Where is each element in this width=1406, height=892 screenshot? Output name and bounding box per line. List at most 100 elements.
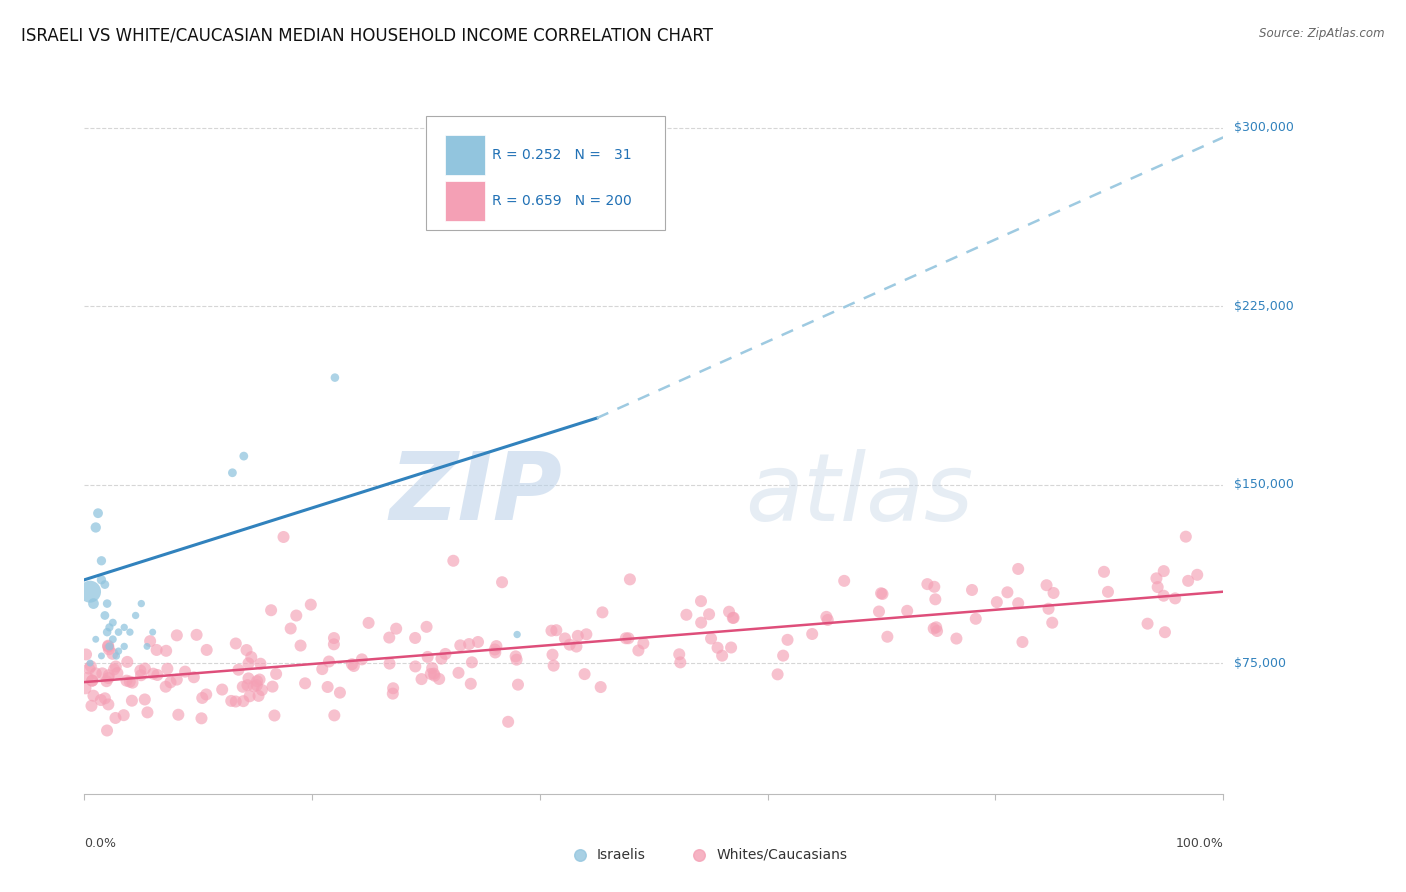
Point	[700, 632, 723, 646]
Point	[323, 631, 346, 645]
Point	[80, 659, 103, 673]
Point	[1146, 571, 1168, 585]
Point	[1040, 615, 1063, 630]
Point	[350, 652, 373, 666]
Point	[82, 689, 104, 703]
Point	[236, 678, 259, 692]
Point	[82, 597, 104, 611]
Point	[416, 649, 439, 664]
Point	[142, 625, 165, 640]
Point	[589, 680, 612, 694]
Point	[925, 620, 948, 634]
Point	[567, 629, 589, 643]
Point	[131, 597, 153, 611]
Point	[458, 637, 481, 651]
Point	[84, 632, 107, 647]
Point	[378, 657, 401, 671]
Point	[543, 658, 565, 673]
Point	[675, 607, 697, 622]
Point	[195, 688, 218, 702]
Point	[924, 580, 946, 594]
Point	[960, 582, 983, 597]
Point	[96, 674, 118, 689]
Point	[91, 666, 114, 681]
Point	[484, 642, 506, 657]
Point	[129, 664, 152, 678]
Point	[79, 656, 101, 670]
Text: R = 0.659   N = 200: R = 0.659 N = 200	[492, 194, 631, 208]
Point	[896, 604, 918, 618]
Point	[697, 607, 720, 622]
Point	[467, 635, 489, 649]
Point	[485, 639, 508, 653]
Point	[195, 643, 218, 657]
Point	[1164, 591, 1187, 606]
Point	[260, 603, 283, 617]
Point	[156, 662, 179, 676]
Point	[211, 682, 233, 697]
Text: Source: ZipAtlas.com: Source: ZipAtlas.com	[1260, 27, 1385, 40]
Point	[776, 632, 799, 647]
Point	[711, 648, 734, 663]
Point	[1038, 601, 1060, 615]
Point	[191, 690, 214, 705]
Point	[104, 711, 127, 725]
Point	[617, 632, 640, 646]
Point	[427, 672, 450, 686]
Point	[228, 663, 250, 677]
Point	[82, 673, 104, 688]
Text: $150,000: $150,000	[1234, 478, 1294, 491]
Point	[97, 640, 120, 654]
Point	[404, 631, 426, 645]
Point	[554, 632, 576, 646]
Point	[232, 449, 254, 463]
Point	[76, 671, 98, 685]
Point	[129, 668, 152, 682]
Point	[84, 666, 107, 681]
Point	[238, 672, 260, 686]
Point	[262, 680, 284, 694]
Point	[925, 624, 948, 638]
Text: $225,000: $225,000	[1234, 300, 1294, 313]
Point	[142, 666, 165, 681]
Point	[280, 622, 302, 636]
Point	[870, 586, 893, 600]
Point	[90, 573, 112, 587]
Point	[96, 723, 118, 738]
Point	[565, 640, 588, 654]
Point	[145, 643, 167, 657]
Point	[250, 683, 273, 698]
Point	[101, 615, 124, 630]
Point	[965, 612, 987, 626]
Point	[174, 665, 197, 679]
Point	[311, 662, 333, 676]
Point	[690, 594, 713, 608]
Point	[124, 608, 146, 623]
Point	[868, 605, 890, 619]
Point	[103, 662, 125, 676]
Point	[323, 370, 346, 384]
Point	[449, 638, 471, 652]
Point	[77, 662, 100, 676]
Text: ISRAELI VS WHITE/CAUCASIAN MEDIAN HOUSEHOLD INCOME CORRELATION CHART: ISRAELI VS WHITE/CAUCASIAN MEDIAN HOUSEH…	[21, 27, 713, 45]
Point	[263, 708, 285, 723]
Point	[832, 574, 855, 588]
Point	[343, 659, 366, 673]
Point	[101, 632, 124, 647]
Text: ZIP: ZIP	[389, 448, 562, 541]
Text: $75,000: $75,000	[1234, 657, 1286, 670]
Point	[80, 698, 103, 713]
Point	[1097, 585, 1119, 599]
Point	[1007, 596, 1029, 610]
Point	[246, 674, 269, 689]
Point	[986, 595, 1008, 609]
Point	[139, 634, 162, 648]
Point	[264, 667, 287, 681]
Point	[240, 650, 263, 665]
Point	[614, 632, 637, 646]
Point	[90, 648, 112, 663]
Point	[316, 680, 339, 694]
Point	[633, 636, 655, 650]
Point	[105, 648, 128, 663]
Point	[239, 690, 262, 704]
